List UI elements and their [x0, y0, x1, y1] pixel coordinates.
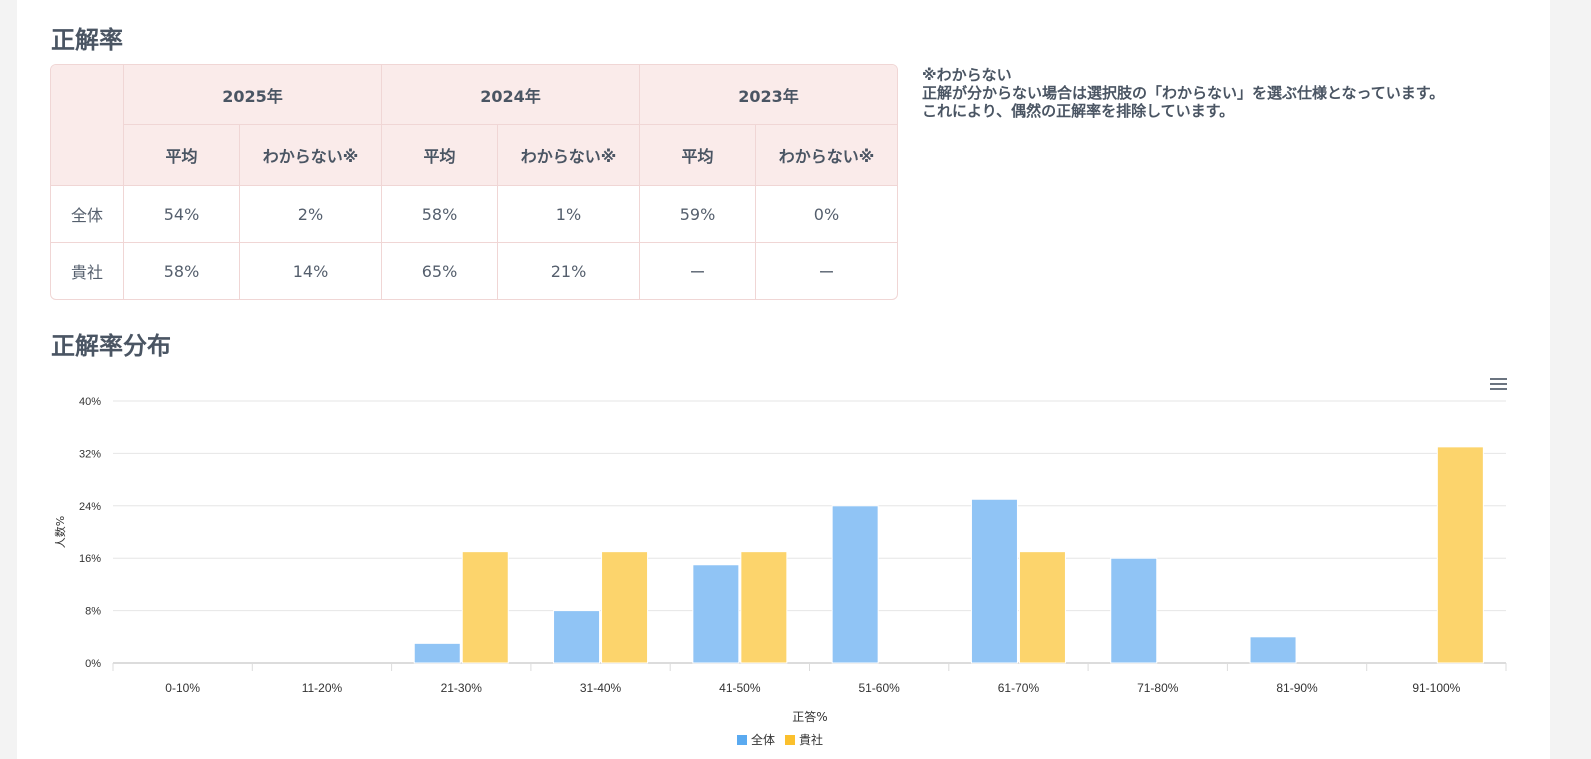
accuracy-table: 2025年 2024年 2023年 平均 わからない※ 平均 わからない※ 平均…	[50, 64, 898, 300]
table-row: 全体 54% 2% 58% 1% 59% 0%	[51, 186, 897, 243]
bar-company	[1436, 446, 1484, 664]
sub-header: わからない※	[756, 125, 897, 186]
table-cell: 14%	[240, 243, 382, 299]
x-tick-label: 51-60%	[858, 681, 900, 695]
section-title-distribution: 正解率分布	[51, 332, 171, 360]
x-tick-label: 0-10%	[165, 681, 200, 695]
corner-cell	[51, 65, 124, 186]
y-tick-label: 0%	[85, 658, 101, 670]
year-header: 2023年	[640, 65, 897, 125]
x-tick-label: 21-30%	[441, 681, 483, 695]
x-tick-label: 91-100%	[1412, 681, 1460, 695]
bar-all	[831, 505, 879, 664]
sub-header: 平均	[124, 125, 240, 186]
note-line: これにより、偶然の正解率を排除しています。	[922, 102, 1235, 120]
sub-header: 平均	[382, 125, 498, 186]
x-tick-label: 31-40%	[580, 681, 622, 695]
bar-company	[601, 551, 649, 664]
bar-company	[461, 551, 509, 664]
table-row: 貴社 58% 14% 65% 21% ーー	[51, 243, 897, 299]
bar-all	[413, 642, 461, 664]
table-cell: 58%	[382, 186, 498, 243]
table-cell: 59%	[640, 186, 756, 243]
bar-company	[740, 551, 788, 664]
section-title-accuracy: 正解率	[51, 26, 123, 54]
x-tick-label: 81-90%	[1276, 681, 1318, 695]
table-cell: 54%	[124, 186, 240, 243]
note-title: ※わからない	[922, 66, 1012, 84]
sub-header: わからない※	[498, 125, 640, 186]
bar-company	[1018, 551, 1066, 664]
bar-all	[553, 610, 601, 664]
bar-all	[1110, 557, 1158, 664]
y-tick-label: 8%	[85, 606, 101, 618]
x-tick-label: 41-50%	[719, 681, 761, 695]
y-tick-label: 24%	[79, 501, 101, 513]
bar-all	[970, 498, 1018, 664]
legend-item-company[interactable]: 貴社	[785, 731, 823, 748]
sub-header: 平均	[640, 125, 756, 186]
table-cell: 0%	[756, 186, 897, 243]
y-tick-label: 32%	[79, 448, 101, 460]
bar-all	[1249, 636, 1297, 664]
table-cell: 1%	[498, 186, 640, 243]
y-tick-label: 40%	[79, 396, 101, 408]
y-tick-label: 16%	[79, 553, 101, 565]
bar-all	[692, 564, 740, 664]
x-tick-label: 61-70%	[998, 681, 1040, 695]
y-axis-title: 人数%	[54, 516, 67, 548]
note: ※わからない 正解が分からない場合は選択肢の「わからない」を選ぶ仕様となっていま…	[922, 66, 1512, 120]
table-cell: 65%	[382, 243, 498, 299]
table-cell: 21%	[498, 243, 640, 299]
table-cell: 2%	[240, 186, 382, 243]
table-cell: 58%	[124, 243, 240, 299]
note-line: 正解が分からない場合は選択肢の「わからない」を選ぶ仕様となっています。	[922, 84, 1445, 102]
table-cell: ー	[640, 243, 756, 299]
sub-header: わからない※	[240, 125, 382, 186]
year-header: 2025年	[124, 65, 382, 125]
chart-menu-icon[interactable]	[1490, 375, 1507, 393]
table-cell: ー	[818, 263, 835, 282]
x-tick-label: 71-80%	[1137, 681, 1179, 695]
x-axis-title: 正答%	[792, 709, 827, 724]
row-label: 貴社	[51, 243, 124, 299]
x-tick-label: 11-20%	[302, 681, 343, 695]
chart-legend: 全体 貴社	[737, 731, 823, 748]
legend-item-all[interactable]: 全体	[737, 731, 775, 748]
year-header: 2024年	[382, 65, 640, 125]
row-label: 全体	[51, 186, 124, 243]
